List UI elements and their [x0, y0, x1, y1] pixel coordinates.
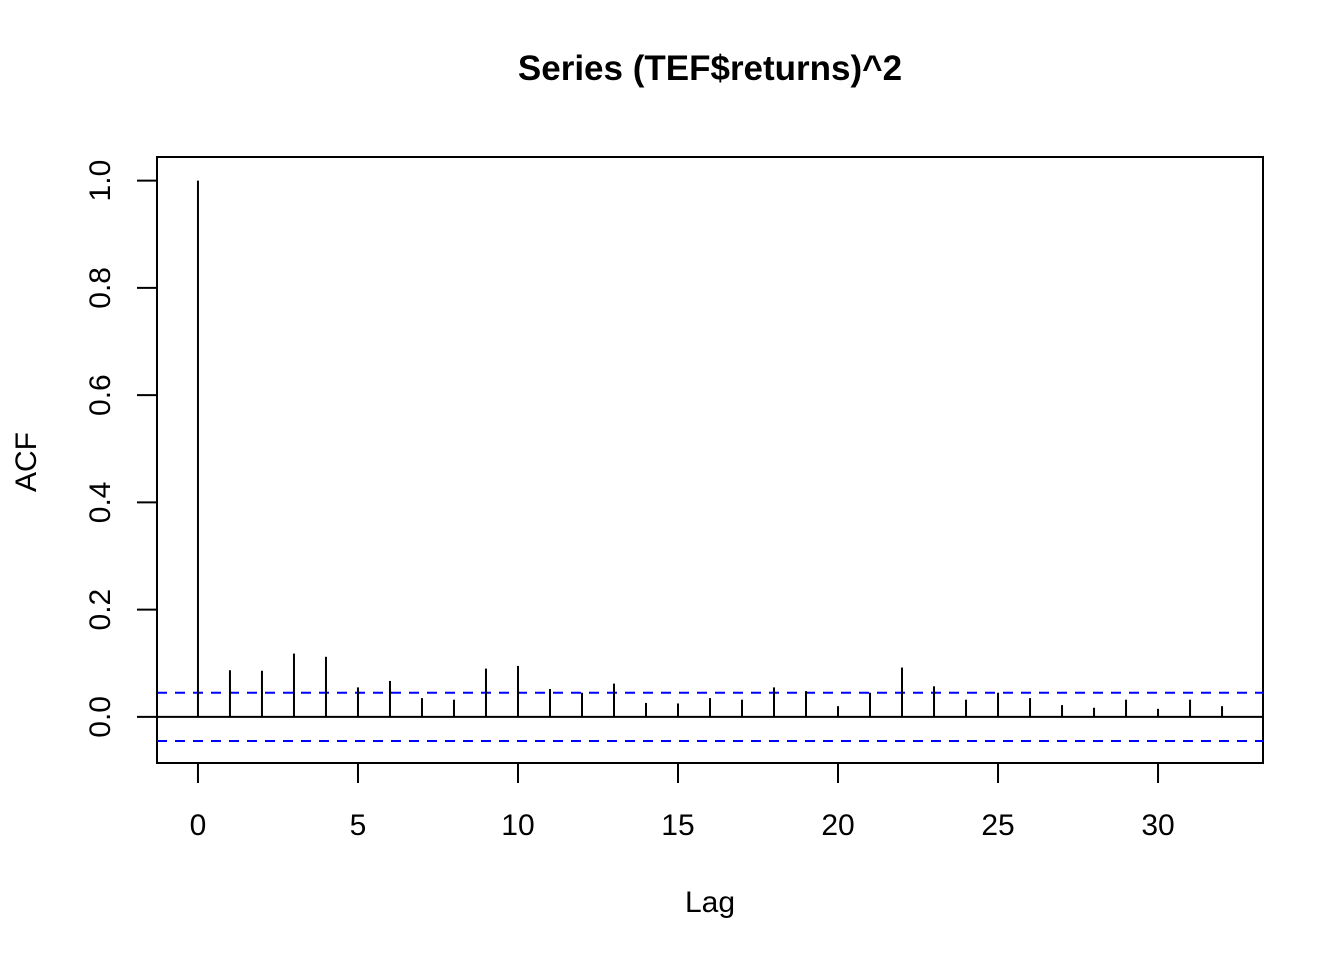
y-tick-label-1.0: 1.0 — [84, 160, 117, 202]
x-tick-label-10: 10 — [501, 809, 534, 842]
x-tick-label-5: 5 — [350, 809, 367, 842]
confidence-bands — [157, 691, 1263, 743]
y-tick-label-0.6: 0.6 — [84, 374, 117, 416]
plot-frame — [156, 156, 1264, 764]
x-tick-label-30: 30 — [1141, 809, 1174, 842]
chart-title: Series (TEF$returns)^2 — [518, 49, 902, 88]
y-tick-label-0.0: 0.0 — [84, 696, 117, 738]
x-axis: 0 5 10 15 20 25 30 — [190, 762, 1175, 842]
plot-area — [156, 156, 1264, 764]
acf-bars — [196, 180, 1224, 717]
y-tick-label-0.4: 0.4 — [84, 482, 117, 524]
y-axis-label: ACF — [10, 432, 43, 492]
y-tick-label-0.2: 0.2 — [84, 589, 117, 631]
x-tick-label-15: 15 — [661, 809, 694, 842]
x-tick-label-0: 0 — [190, 809, 207, 842]
x-tick-label-20: 20 — [821, 809, 854, 842]
x-tick-label-25: 25 — [981, 809, 1014, 842]
x-axis-label: Lag — [685, 886, 735, 919]
y-axis: 0.0 0.2 0.4 0.6 0.8 1.0 — [84, 160, 158, 738]
y-tick-label-0.8: 0.8 — [84, 267, 117, 309]
